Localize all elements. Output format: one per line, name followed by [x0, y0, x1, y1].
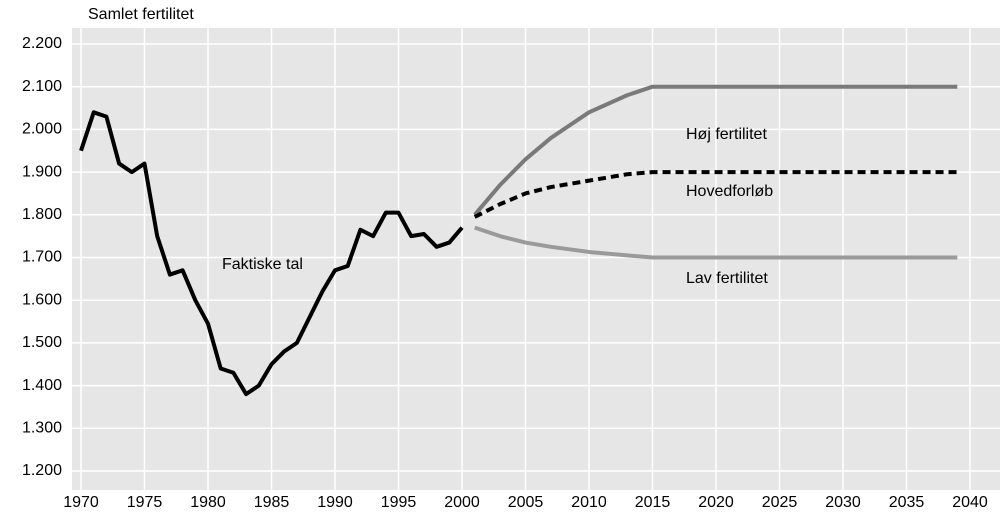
x-tick-label: 2025: [762, 494, 798, 511]
series-line: [474, 225, 958, 260]
series-label: Faktiske tal: [222, 256, 303, 273]
x-tick-label: 1990: [317, 494, 353, 511]
y-tick-label: 1.700: [22, 249, 62, 266]
y-tick-label: 1.400: [22, 377, 62, 394]
series-line: [473, 84, 958, 217]
y-tick-label: 2.200: [22, 35, 62, 52]
x-tick-label: 2015: [635, 494, 671, 511]
series-line: [79, 110, 464, 397]
x-tick-label: 2020: [698, 494, 734, 511]
x-tick-label: 1970: [63, 494, 99, 511]
x-tick-label: 2030: [825, 494, 861, 511]
x-tick-label: 2040: [952, 494, 988, 511]
x-tick-label: 1985: [254, 494, 290, 511]
series-line: [473, 170, 958, 219]
y-tick-label: 1.600: [22, 291, 62, 308]
y-tick-label: 1.900: [22, 163, 62, 180]
x-tick-label: 2035: [889, 494, 925, 511]
y-tick-label: 2.000: [22, 121, 62, 138]
y-tick-label: 1.500: [22, 334, 62, 351]
series-label: Lav fertilitet: [686, 270, 768, 287]
y-tick-label: 1.300: [22, 420, 62, 437]
series-label: Høj fertilitet: [686, 126, 767, 143]
y-axis-label: Samlet fertilitet: [88, 6, 194, 23]
x-tick-label: 2010: [571, 494, 607, 511]
x-tick-label: 1995: [381, 494, 417, 511]
x-tick-label: 1980: [190, 494, 226, 511]
series-label: Hovedforløb: [686, 183, 773, 200]
y-tick-label: 1.800: [22, 206, 62, 223]
y-tick-label: 1.200: [22, 462, 62, 479]
x-tick-label: 1975: [127, 494, 163, 511]
y-tick-label: 2.100: [22, 78, 62, 95]
x-tick-label: 2000: [444, 494, 480, 511]
x-tick-label: 2005: [508, 494, 544, 511]
